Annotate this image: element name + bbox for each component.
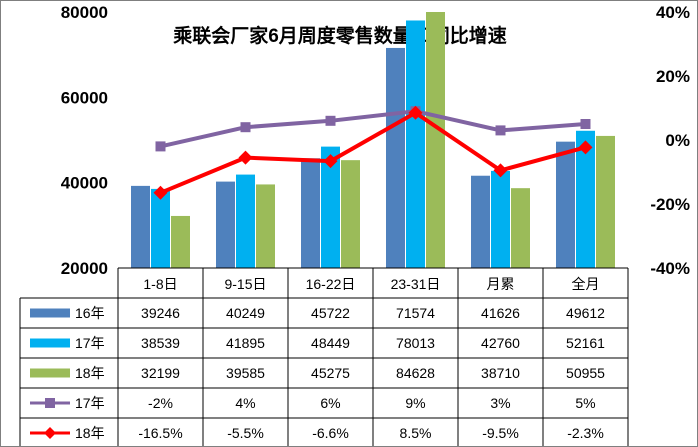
table-cell: 41895 xyxy=(226,335,265,351)
table-cell: 5% xyxy=(575,395,595,411)
point-18年 xyxy=(238,150,253,165)
table-cell: 71574 xyxy=(396,305,435,321)
point-18年 xyxy=(408,105,423,120)
legend-label: 17年 xyxy=(75,395,105,411)
table-cell: 45722 xyxy=(311,305,350,321)
point-18年 xyxy=(493,163,508,178)
point-17年 xyxy=(325,115,336,126)
left-axis-ticks: 20000 40000 60000 80000 xyxy=(61,3,108,278)
point-18年 xyxy=(323,154,338,169)
bar-18年 xyxy=(596,135,615,268)
line-18年 xyxy=(159,110,587,195)
bar-18年 xyxy=(341,160,360,268)
table-cell: 40249 xyxy=(226,305,265,321)
table-cell: 45275 xyxy=(311,365,350,381)
table-cell: 52161 xyxy=(566,335,605,351)
table-cell: 3% xyxy=(490,395,510,411)
category-label: 23-31日 xyxy=(391,276,441,292)
left-tick-label: 80000 xyxy=(61,3,108,22)
table-cell: -2.3% xyxy=(567,425,604,441)
legend-label: 16年 xyxy=(75,305,105,321)
bar-16年 xyxy=(216,181,235,268)
bar-18年 xyxy=(511,188,530,268)
category-label: 全月 xyxy=(572,276,600,292)
legend-marker xyxy=(45,398,55,408)
bar-16年 xyxy=(556,141,575,268)
point-17年 xyxy=(580,119,591,129)
legend-key-18年 xyxy=(30,368,70,378)
category-label: 1-8日 xyxy=(143,276,177,292)
table-cell: 84628 xyxy=(396,365,435,381)
bar-17年 xyxy=(576,130,595,268)
category-label: 16-22日 xyxy=(306,276,356,292)
table-cell: 38710 xyxy=(481,365,520,381)
table-cell: 42760 xyxy=(481,335,520,351)
right-tick-label: 0% xyxy=(665,131,690,150)
table-cell: -2% xyxy=(148,395,173,411)
legend-label: 18年 xyxy=(75,425,105,441)
chart-title: 乘联会厂家6月周度零售数量和同比增速 xyxy=(172,24,507,47)
point-17年 xyxy=(495,125,506,136)
legend-label: 18年 xyxy=(75,365,105,381)
category-label: 9-15日 xyxy=(224,276,266,292)
table-cell: -5.5% xyxy=(227,425,264,441)
table-cell: -9.5% xyxy=(482,425,519,441)
point-18年 xyxy=(153,185,168,200)
table-cell: 49612 xyxy=(566,305,605,321)
table-cell: -6.6% xyxy=(312,425,349,441)
line-series xyxy=(153,105,593,200)
table-cell: 4% xyxy=(235,395,255,411)
bar-18年 xyxy=(256,184,275,268)
bar-16年 xyxy=(386,47,405,269)
right-tick-label: 40% xyxy=(656,3,690,22)
legend-key-17年 xyxy=(30,338,70,348)
table-cell: 38539 xyxy=(141,335,180,351)
table-cell: 41626 xyxy=(481,305,520,321)
table-cell: 48449 xyxy=(311,335,350,351)
left-tick-label: 60000 xyxy=(61,88,108,107)
right-tick-label: -20% xyxy=(650,195,690,214)
table-cell: -16.5% xyxy=(138,425,182,441)
line-17年 xyxy=(160,109,586,149)
left-tick-label: 20000 xyxy=(61,259,108,278)
point-17年 xyxy=(240,122,251,133)
bar-17年 xyxy=(406,20,425,268)
point-17年 xyxy=(155,141,166,152)
right-tick-label: -40% xyxy=(650,259,690,278)
table-cell: 78013 xyxy=(396,335,435,351)
table-cell: 9% xyxy=(405,395,425,411)
bar-16年 xyxy=(301,158,320,268)
right-axis-ticks: -40% -20% 0% 20% 40% xyxy=(650,3,690,278)
table-cell: 32199 xyxy=(141,365,180,381)
bar-18年 xyxy=(171,215,190,268)
right-tick-label: 20% xyxy=(656,67,690,86)
category-label: 月累 xyxy=(487,276,515,292)
legend-marker xyxy=(44,427,56,439)
bar-17年 xyxy=(151,188,170,268)
legend-label: 17年 xyxy=(75,335,105,351)
bar-18年 xyxy=(426,12,445,268)
bar-17年 xyxy=(321,146,340,268)
table-cell: 8.5% xyxy=(400,425,432,441)
bar-series xyxy=(131,12,615,269)
bar-17年 xyxy=(491,170,510,268)
point-18年 xyxy=(578,140,593,155)
table-cell: 6% xyxy=(320,395,340,411)
table-cell: 39246 xyxy=(141,305,180,321)
table-cell: 39585 xyxy=(226,365,265,381)
legend-key-16年 xyxy=(30,308,70,318)
bar-17年 xyxy=(236,174,255,268)
left-tick-label: 40000 xyxy=(61,174,108,193)
table-cell: 50955 xyxy=(566,365,605,381)
bar-16年 xyxy=(131,185,150,268)
data-table: 1-8日 9-15日 16-22日 23-31日 月累 全月 16年 39246 40249 45… xyxy=(19,267,629,446)
bar-16年 xyxy=(471,175,490,268)
